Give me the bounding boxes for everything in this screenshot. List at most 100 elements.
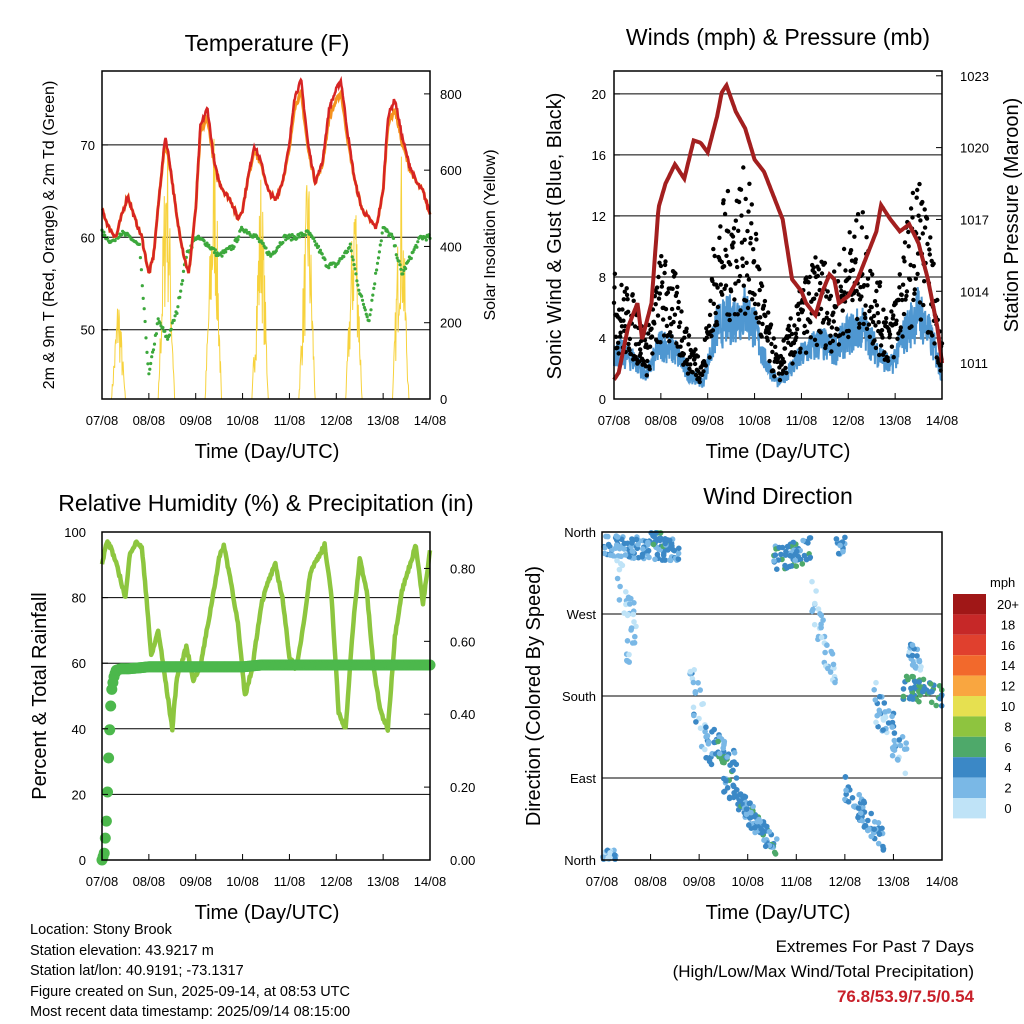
gust-point <box>804 275 809 280</box>
direction-point <box>633 536 640 543</box>
gust-point <box>848 248 854 253</box>
y-right-tick-label: 0.80 <box>450 561 475 576</box>
dewpoint-point <box>151 348 156 352</box>
direction-point <box>646 554 652 561</box>
gust-point <box>798 346 803 351</box>
gust-point <box>918 317 924 322</box>
gust-point <box>842 290 847 295</box>
gust-point <box>902 259 907 264</box>
direction-point <box>624 638 631 644</box>
gust-point <box>723 283 729 288</box>
dewpoint-point <box>374 271 378 275</box>
gust-point <box>693 347 698 352</box>
direction-point <box>743 806 750 812</box>
gust-point <box>882 350 887 355</box>
gust-point <box>682 335 687 340</box>
gust-point <box>894 318 899 323</box>
gust-point <box>751 259 757 264</box>
gust-point <box>624 292 630 298</box>
y-tick-label: 16 <box>592 148 606 163</box>
gust-point <box>752 301 758 307</box>
direction-point <box>705 741 712 747</box>
direction-point <box>653 530 659 536</box>
direction-point <box>855 814 861 821</box>
gust-point <box>708 298 713 303</box>
direction-point <box>633 623 639 630</box>
dewpoint-point <box>172 318 176 322</box>
direction-point <box>640 546 646 552</box>
direction-point <box>916 698 922 705</box>
gust-point <box>715 304 721 310</box>
gust-point <box>647 344 653 349</box>
direction-point <box>881 700 888 706</box>
gust-point <box>850 267 856 272</box>
gust-point <box>850 297 855 303</box>
gust-point <box>622 289 627 294</box>
y-tick-label: 80 <box>72 591 86 606</box>
gust-point <box>690 370 695 375</box>
direction-point <box>695 680 701 686</box>
gust-point <box>649 326 654 331</box>
y-tick-label: North <box>564 853 596 868</box>
gust-point <box>884 316 889 321</box>
legend-swatch <box>953 696 986 717</box>
direction-point <box>639 551 646 558</box>
gust-point <box>738 308 743 313</box>
gust-point <box>825 310 830 316</box>
gust-point <box>774 359 780 365</box>
x-tick-label: 07/08 <box>598 413 631 428</box>
direction-point <box>822 649 828 656</box>
x-tick-label: 11/08 <box>786 413 818 428</box>
gust-point <box>711 246 716 252</box>
gust-point <box>733 281 738 286</box>
gust-point <box>753 311 758 316</box>
gust-point <box>792 323 797 328</box>
gust-point <box>777 377 783 383</box>
gust-point <box>896 297 902 303</box>
gust-point <box>770 349 775 355</box>
legend-swatch <box>953 716 986 737</box>
direction-point <box>794 548 800 555</box>
gust-point <box>843 268 848 273</box>
gust-point <box>876 320 881 325</box>
y-right-tick-label: 800 <box>440 87 462 102</box>
dewpoint-point <box>102 230 106 234</box>
gust-point <box>656 296 662 301</box>
gust-point <box>751 247 756 252</box>
x-tick-label: 14/08 <box>926 874 959 889</box>
gust-point <box>740 263 746 269</box>
dewpoint-point <box>148 367 152 371</box>
gust-point <box>697 376 702 381</box>
gust-point <box>833 304 839 309</box>
gust-point <box>874 303 880 308</box>
gust-point <box>870 319 876 325</box>
dewpoint-point <box>390 232 394 236</box>
direction-point <box>675 556 682 562</box>
wind-direction-xlabel: Time (Day/UTC) <box>706 902 851 924</box>
gust-point <box>734 258 739 264</box>
direction-point <box>733 775 740 781</box>
direction-point <box>792 557 798 564</box>
direction-point <box>890 746 896 753</box>
x-tick-label: 07/08 <box>86 413 119 428</box>
gust-point <box>797 350 803 355</box>
direction-point <box>621 546 628 552</box>
gust-point <box>624 286 629 291</box>
dewpoint-point <box>261 241 265 245</box>
y-right-tick-label: 600 <box>440 163 462 178</box>
dewpoint-point <box>399 267 403 271</box>
legend-label: 8 <box>1004 719 1011 734</box>
direction-point <box>872 697 879 703</box>
gust-point <box>704 326 709 331</box>
gust-point <box>840 308 845 313</box>
extremes-box: Extremes For Past 7 Days (High/Low/Max W… <box>673 934 974 1009</box>
gust-point <box>863 303 868 308</box>
precip-point <box>104 724 116 736</box>
direction-point <box>746 822 752 828</box>
dewpoint-point <box>274 249 278 253</box>
gust-point <box>916 213 921 218</box>
direction-point <box>782 552 789 558</box>
dewpoint-point <box>285 234 289 238</box>
direction-point <box>629 548 636 554</box>
